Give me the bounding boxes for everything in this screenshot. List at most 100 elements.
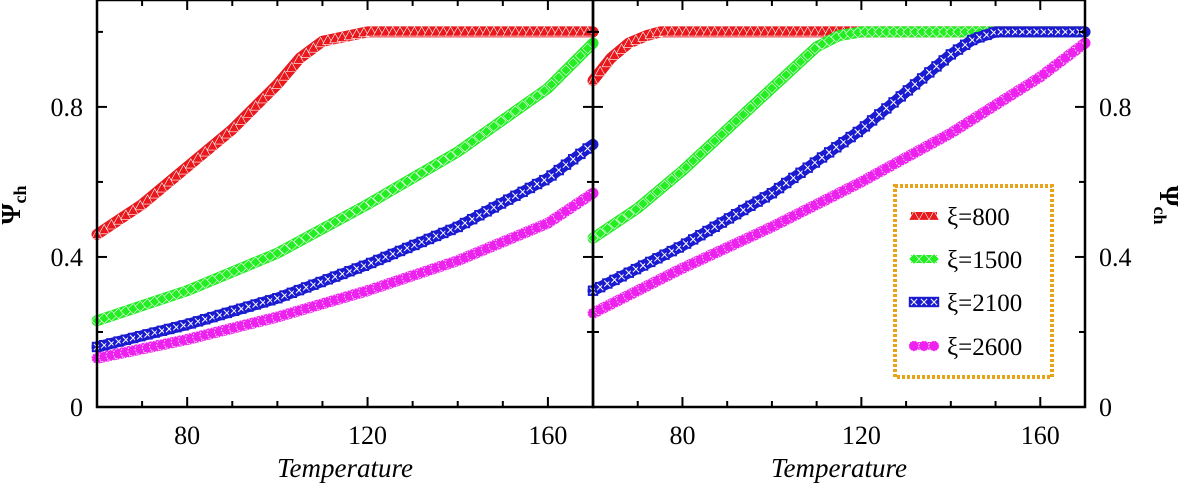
- data-point: [787, 26, 800, 37]
- data-point: [737, 26, 749, 37]
- data-point: [716, 128, 728, 140]
- data-point: [708, 26, 721, 37]
- panel-right: 80 120 160 0 0.4 0.8 Temperature Ψch ξ=800 ξ=1…: [587, 0, 1182, 483]
- data-point: [502, 110, 514, 122]
- data-point: [531, 26, 543, 37]
- data-point: [192, 152, 204, 163]
- data-point: [199, 146, 211, 157]
- data-point: [213, 134, 226, 145]
- data-point: [163, 176, 175, 187]
- data-point: [601, 222, 613, 235]
- data-point: [730, 115, 742, 127]
- data-point: [387, 184, 399, 196]
- data-point: [780, 26, 792, 37]
- data-point: [524, 95, 536, 107]
- data-point: [701, 141, 714, 154]
- data-point: [673, 168, 685, 180]
- legend-entry: ξ=1500: [908, 247, 1022, 274]
- legend-swatch-marker: [908, 296, 920, 308]
- data-point: [430, 26, 442, 37]
- data-point: [737, 108, 749, 121]
- data-point: [666, 26, 678, 37]
- data-point: [423, 163, 435, 175]
- data-point: [644, 192, 656, 204]
- data-point: [423, 26, 435, 37]
- data-point: [293, 53, 305, 64]
- data-point: [488, 120, 500, 133]
- data-point: [516, 26, 529, 37]
- data-point: [495, 115, 507, 127]
- data-point: [278, 70, 291, 81]
- y-axis-title-right: Ψch: [1150, 185, 1182, 224]
- data-point: [545, 78, 558, 91]
- data-point: [315, 224, 327, 236]
- data-point: [401, 26, 413, 37]
- data-point: [517, 100, 529, 112]
- data-point: [567, 57, 579, 69]
- legend-label: ξ=2600: [947, 334, 1022, 361]
- data-point: [538, 85, 550, 97]
- data-point: [615, 43, 628, 54]
- data-point: [170, 170, 183, 181]
- data-point: [1074, 41, 1086, 53]
- y-axis-title-left: Ψch: [0, 185, 30, 224]
- data-point: [701, 26, 714, 37]
- data-point: [651, 186, 664, 198]
- data-point: [257, 92, 269, 104]
- plot-frame-right: [591, 0, 1087, 409]
- series-ξ=800: [91, 26, 599, 240]
- data-point: [430, 158, 442, 171]
- data-point: [744, 102, 757, 114]
- data-point: [560, 26, 572, 37]
- data-point: [744, 26, 757, 37]
- data-point: [466, 26, 478, 37]
- x-tick-label: 80: [174, 421, 200, 450]
- y-tick-label: 0.4: [51, 243, 84, 272]
- data-point: [408, 171, 421, 183]
- data-point: [466, 136, 478, 148]
- data-point: [480, 26, 493, 37]
- data-point: [307, 228, 320, 240]
- data-point: [271, 78, 284, 89]
- data-point: [623, 208, 635, 220]
- data-point: [394, 26, 406, 37]
- data-point: [141, 194, 154, 205]
- series-ξ=2600: [587, 37, 1091, 319]
- y-axis-symbol-right: Ψ: [1154, 185, 1182, 206]
- data-point: [723, 122, 735, 134]
- legend-swatch-marker: [928, 210, 940, 221]
- data-point: [780, 69, 792, 81]
- legend-swatch-marker: [908, 340, 920, 352]
- data-point: [553, 71, 565, 83]
- data-point: [658, 180, 671, 192]
- data-point: [480, 125, 493, 138]
- series-ξ=1500: [91, 37, 599, 327]
- data-point: [177, 164, 190, 175]
- data-point: [444, 26, 457, 37]
- data-point: [608, 218, 621, 230]
- y-tick-label: 0: [1099, 393, 1112, 422]
- data-point: [242, 107, 255, 118]
- data-point: [495, 26, 507, 37]
- legend-swatch-marker: [928, 340, 940, 352]
- legend-swatch-marker: [918, 253, 930, 265]
- legend-swatch-marker: [918, 340, 930, 352]
- data-point: [581, 191, 594, 203]
- data-point: [286, 61, 298, 73]
- legend-entry: ξ=800: [908, 204, 1010, 231]
- data-point: [473, 130, 485, 143]
- legend-swatch-marker: [928, 253, 940, 265]
- data-point: [524, 26, 536, 37]
- data-point: [336, 212, 348, 224]
- x-axis-title-left: Temperature: [277, 453, 413, 483]
- data-point: [759, 89, 771, 101]
- data-point: [766, 26, 778, 37]
- data-point: [694, 26, 707, 37]
- data-point: [560, 64, 572, 76]
- data-point: [773, 26, 785, 37]
- data-point: [601, 56, 614, 68]
- data-point: [379, 188, 392, 200]
- data-point: [680, 26, 692, 37]
- data-point: [408, 26, 421, 37]
- data-point: [574, 26, 587, 37]
